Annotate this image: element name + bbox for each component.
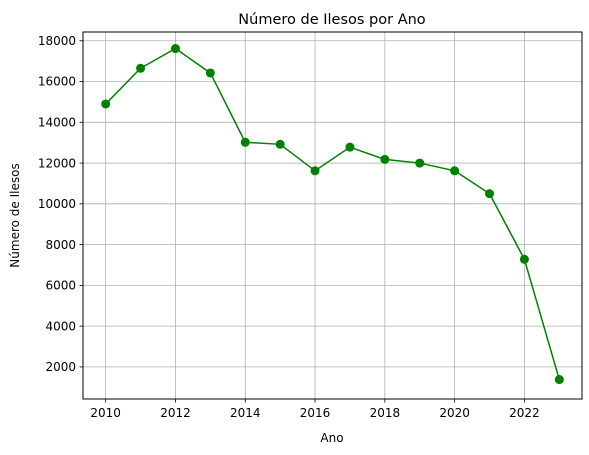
y-tick-label: 4000 xyxy=(45,319,76,333)
y-tick-label: 12000 xyxy=(38,156,76,170)
x-tick-label: 2020 xyxy=(439,406,470,420)
y-axis-label: Número de Ilesos xyxy=(8,163,22,267)
data-point xyxy=(554,375,564,385)
x-tick-label: 2022 xyxy=(509,406,540,420)
grid-lines xyxy=(83,32,582,399)
y-tick-label: 10000 xyxy=(38,197,76,211)
data-point xyxy=(415,158,425,168)
x-axis-ticks: 2010 2012 2014 2016 2018 2020 2022 xyxy=(90,399,540,420)
data-point xyxy=(380,154,390,164)
data-series xyxy=(101,44,564,385)
data-point xyxy=(170,44,180,54)
y-tick-label: 14000 xyxy=(38,115,76,129)
data-point xyxy=(136,63,146,73)
x-axis-label: Ano xyxy=(320,431,343,445)
x-tick-label: 2016 xyxy=(300,406,331,420)
y-tick-label: 16000 xyxy=(38,75,76,89)
y-tick-label: 18000 xyxy=(38,34,76,48)
chart-title: Número de Ilesos por Ano xyxy=(238,12,426,28)
series-line xyxy=(105,47,561,380)
x-tick-label: 2018 xyxy=(370,406,401,420)
y-tick-label: 8000 xyxy=(45,238,76,252)
y-axis-ticks: 2000 4000 6000 8000 10000 12000 14000 16000 1800… xyxy=(38,34,83,374)
data-point xyxy=(519,254,529,264)
y-tick-label: 2000 xyxy=(45,360,76,374)
x-tick-label: 2010 xyxy=(90,406,121,420)
data-point xyxy=(240,137,250,147)
plot-frame xyxy=(82,31,583,400)
data-point xyxy=(205,68,215,78)
x-tick-label: 2012 xyxy=(160,406,191,420)
data-point xyxy=(275,139,285,149)
y-tick-label: 6000 xyxy=(45,279,76,293)
data-point xyxy=(485,189,495,199)
x-tick-label: 2014 xyxy=(230,406,261,420)
data-point xyxy=(345,142,355,152)
data-point xyxy=(101,99,111,109)
data-point xyxy=(450,166,460,176)
data-point xyxy=(310,166,320,176)
